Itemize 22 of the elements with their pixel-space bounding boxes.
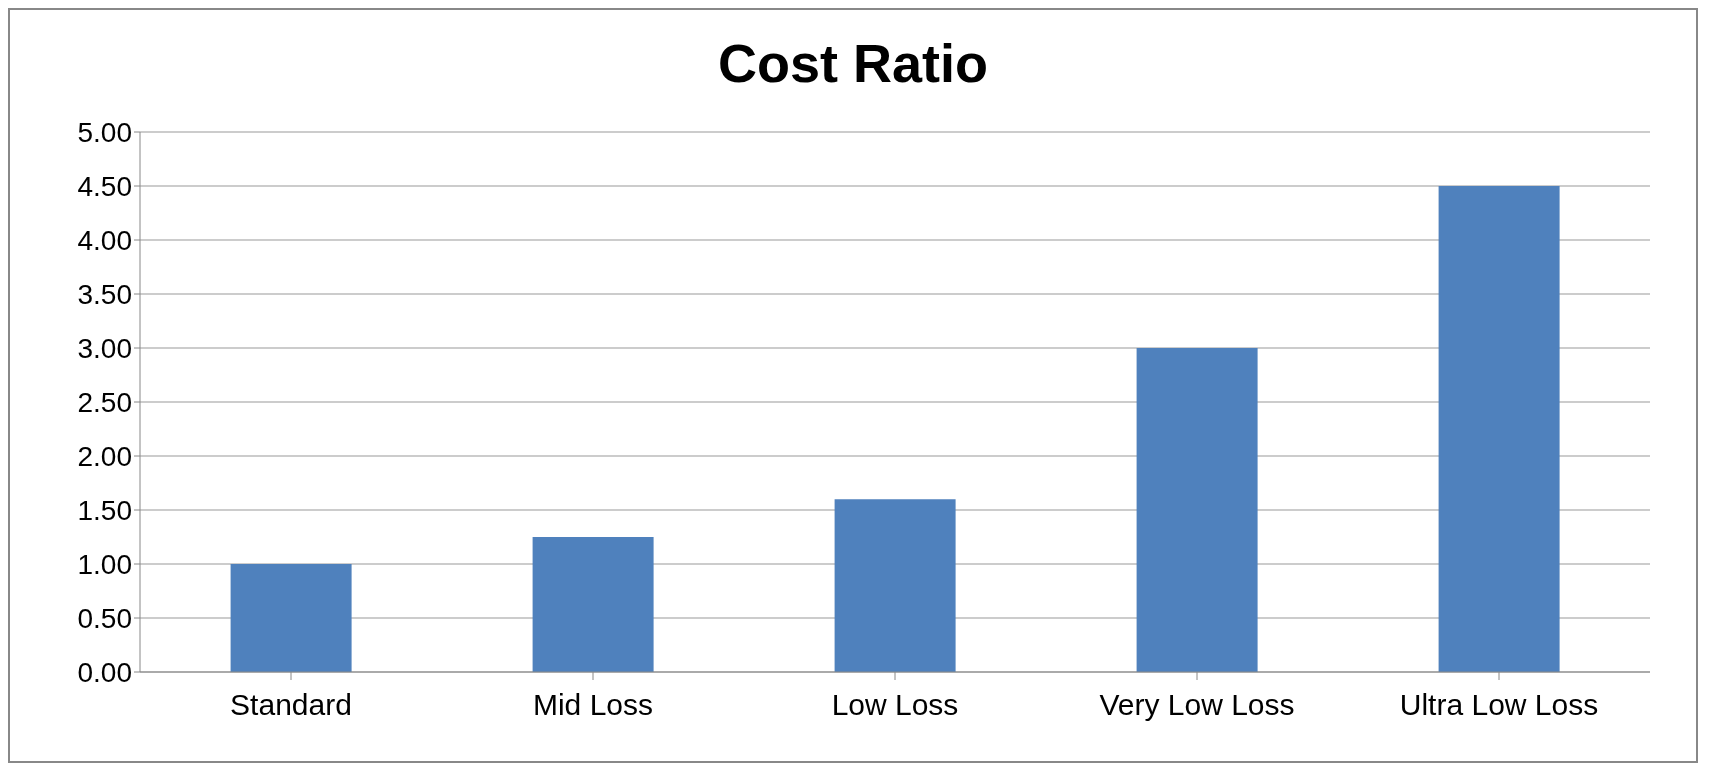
y-tick-label: 0.50: [77, 602, 132, 634]
y-tick-label: 1.50: [77, 494, 132, 526]
y-tick-label: 0.00: [77, 656, 132, 688]
bar: [1438, 186, 1560, 672]
bar: [532, 537, 654, 672]
y-tick-label: 4.50: [77, 170, 132, 202]
x-tick-label: Standard: [230, 688, 352, 722]
bar: [834, 499, 956, 672]
y-tick-label: 5.00: [77, 116, 132, 148]
y-tick-label: 1.00: [77, 548, 132, 580]
bar: [230, 564, 352, 672]
y-tick-label: 4.00: [77, 224, 132, 256]
y-tick-label: 2.50: [77, 386, 132, 418]
y-tick-label: 3.50: [77, 278, 132, 310]
x-tick-label: Very Low Loss: [1099, 688, 1295, 722]
bar: [1136, 348, 1258, 672]
x-tick-label: Low Loss: [831, 688, 959, 722]
x-tick-label: Ultra Low Loss: [1399, 688, 1599, 722]
x-tick-label: Mid Loss: [532, 688, 654, 722]
y-tick-label: 2.00: [77, 440, 132, 472]
chart-title: Cost Ratio: [717, 32, 989, 95]
y-tick-label: 3.00: [77, 332, 132, 364]
